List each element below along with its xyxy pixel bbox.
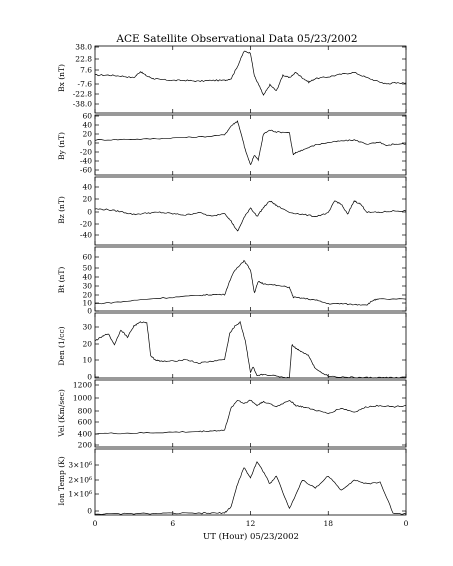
y-tick-label: 1000 — [73, 394, 92, 403]
y-axis-label: Vel (Km/sec) — [57, 389, 66, 438]
panel-0: 38.0 22.8 7.6 -7.6-22.8-38.0 Bx (nT) — [57, 43, 407, 114]
series-line-1-0 — [94, 120, 407, 166]
y-axis-label: Bx (nT) — [57, 64, 66, 92]
panel-5: 1200 1000 800 600 400 200 Vel (Km/sec) — [57, 379, 407, 450]
x-axis-label: UT (Hour) 05/23/2002 — [203, 531, 299, 542]
y-axis-label: Ion Temp (K) — [57, 456, 66, 505]
x-tick-label: 0 — [93, 519, 98, 528]
y-tick-label: 40 — [82, 273, 92, 282]
x-tick-label: 0 — [404, 519, 409, 528]
panel-frame — [94, 176, 407, 246]
y-axis-label: Den (1/cc) — [57, 326, 66, 365]
y-tick-label: 3×10⁶ — [68, 461, 92, 470]
series-line-0-0 — [94, 50, 407, 96]
y-tick-label: 800 — [78, 407, 93, 416]
y-tick-label: 400 — [78, 430, 93, 439]
y-tick-label: 10 — [82, 356, 92, 365]
y-tick-label: 38.0 — [75, 43, 92, 52]
y-tick-label: 0 — [87, 507, 92, 516]
panel-2: 40 20 0 -20 -40 Bz (nT) — [57, 176, 407, 246]
x-tick-label: 6 — [170, 519, 175, 528]
y-tick-label: 30 — [82, 282, 92, 291]
y-tick-label: 40 — [82, 121, 92, 130]
y-tick-label: 60 — [82, 253, 92, 262]
y-tick-label: -60 — [80, 166, 92, 175]
y-tick-label: 40 — [82, 183, 92, 192]
x-tick-label: 12 — [246, 519, 256, 528]
y-tick-label: -7.6 — [78, 80, 93, 89]
y-tick-label: 20 — [82, 340, 92, 349]
y-tick-label: -40 — [80, 231, 92, 240]
y-tick-label: 0 — [87, 373, 92, 382]
y-tick-label: -20 — [80, 220, 92, 229]
y-tick-label: -40 — [80, 157, 92, 166]
y-tick-label: 600 — [78, 418, 93, 427]
series-line-6-0 — [94, 461, 407, 515]
y-tick-label: 0 — [87, 307, 92, 316]
panels-group: 38.022.87.6-7.6-22.8-38.0Bx (nT)6040200-… — [57, 43, 409, 529]
y-tick-label: -20 — [80, 148, 92, 157]
y-tick-label: 20 — [82, 195, 92, 204]
series-line-2-0 — [94, 200, 407, 232]
y-axis-label: Bt (nT) — [57, 267, 66, 294]
y-tick-label: 10 — [82, 299, 92, 308]
y-tick-label: 7.6 — [80, 66, 92, 75]
y-tick-label: 50 — [82, 264, 92, 273]
series-line-4-0 — [94, 320, 407, 379]
y-tick-label: 30 — [82, 323, 92, 332]
series-line-5-0 — [94, 399, 407, 435]
y-tick-label: -22.8 — [73, 90, 92, 99]
y-axis-label: By (nT) — [57, 132, 66, 160]
panel-frame — [94, 114, 407, 176]
panel-4: 30 20 10 0 Den (1/cc) — [57, 312, 407, 382]
y-tick-label: 20 — [82, 291, 92, 300]
y-tick-label: 200 — [78, 441, 93, 450]
panel-frame — [94, 379, 407, 448]
y-tick-label: 1×10⁶ — [68, 490, 92, 499]
panel-6: 3×10⁶ 2×10⁶ 1×10⁶ 0 Ion Temp (K) — [57, 448, 407, 516]
y-tick-label: 0 — [87, 208, 92, 217]
panel-frame — [94, 246, 407, 312]
y-tick-label: 20 — [82, 130, 92, 139]
y-tick-label: 2×10⁶ — [68, 476, 92, 485]
panel-frame — [94, 448, 407, 516]
series-line-3-0 — [94, 259, 407, 306]
chart-title: ACE Satellite Observational Data 05/23/2… — [115, 33, 357, 45]
panel-frame — [94, 45, 407, 114]
x-tick-label: 18 — [323, 519, 333, 528]
y-tick-label: -38.0 — [73, 100, 92, 109]
y-tick-label: 0 — [87, 139, 92, 148]
y-tick-label: 22.8 — [75, 55, 92, 64]
y-tick-label: 1200 — [73, 381, 92, 390]
y-axis-label: Bz (nT) — [57, 196, 66, 224]
y-tick-label: 60 — [82, 112, 92, 121]
